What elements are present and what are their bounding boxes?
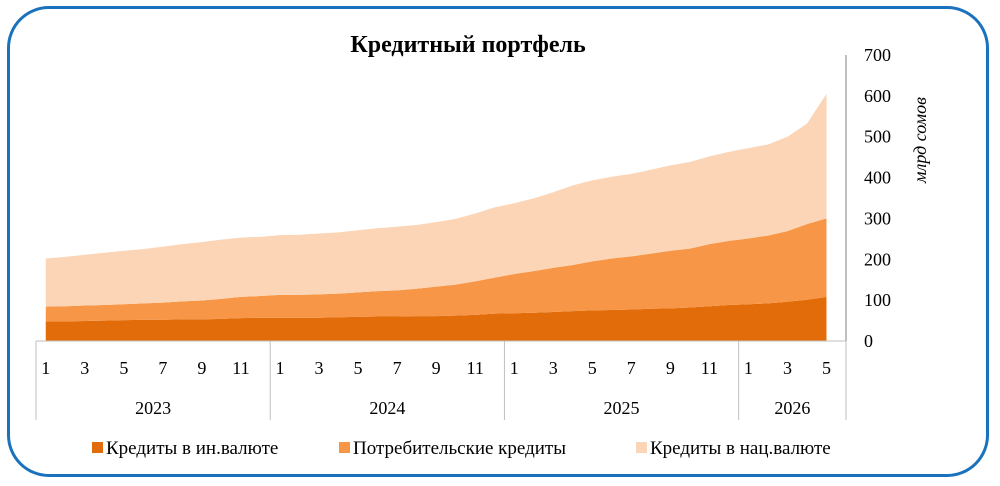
x-tick-label: 11 (232, 358, 249, 378)
y-axis-label: млрд сомов (910, 97, 930, 184)
x-tick-label: 1 (744, 358, 753, 378)
chart-frame (7, 6, 989, 477)
legend-label: Потребительские кредиты (353, 438, 566, 459)
x-tick-label: 3 (549, 358, 558, 378)
x-tick-label: 7 (627, 358, 636, 378)
year-label: 2023 (135, 398, 171, 418)
x-tick-label: 1 (510, 358, 519, 378)
legend-swatch (636, 442, 647, 453)
x-tick-label: 11 (466, 358, 483, 378)
x-tick-label: 5 (822, 358, 831, 378)
y-tick-labels: 0 100 200 300 400 500 600 700 (864, 45, 891, 351)
x-tick-label: 3 (80, 358, 89, 378)
year-label: 2025 (604, 398, 640, 418)
area-series-group (45, 93, 827, 341)
x-tick-label: 9 (432, 358, 441, 378)
legend-swatch (92, 442, 103, 453)
y-tick-label: 0 (864, 331, 873, 351)
legend-label: Кредиты в ин.валюте (106, 438, 278, 459)
x-tick-label: 5 (354, 358, 363, 378)
x-tick-labels: 1 3 5 7 9 11 1 3 5 7 9 11 1 3 5 7 9 11 1 3 5 (41, 358, 831, 378)
x-tick-label: 3 (315, 358, 324, 378)
chart-title: Кредитный портфель (350, 32, 586, 58)
year-labels: 2023 2024 2025 2026 (135, 398, 810, 418)
y-tick-label: 300 (864, 208, 891, 228)
x-axis-separators (35, 341, 847, 420)
legend: Кредиты в ин.валюте Потребительские креди… (92, 438, 831, 459)
y-tick-label: 700 (864, 45, 891, 65)
x-tick-label: 5 (119, 358, 128, 378)
x-tick-label: 7 (158, 358, 167, 378)
year-label: 2026 (774, 398, 810, 418)
x-tick-label: 1 (41, 358, 50, 378)
y-tick-label: 500 (864, 127, 891, 147)
x-tick-label: 9 (197, 358, 206, 378)
x-tick-label: 5 (588, 358, 597, 378)
y-tick-label: 100 (864, 290, 891, 310)
y-tick-label: 200 (864, 249, 891, 269)
legend-swatch (339, 442, 350, 453)
area-series-1 (45, 296, 827, 341)
x-tick-label: 3 (783, 358, 792, 378)
x-tick-label: 11 (701, 358, 718, 378)
x-tick-label: 9 (666, 358, 675, 378)
area-series-3 (45, 93, 827, 307)
legend-label: Кредиты в нац.валюте (650, 438, 831, 459)
y-tick-label: 400 (864, 168, 891, 188)
x-tick-label: 1 (275, 358, 284, 378)
y-tick-label: 600 (864, 86, 891, 106)
area-series-2 (45, 218, 827, 322)
year-label: 2024 (369, 398, 405, 418)
x-tick-label: 7 (393, 358, 402, 378)
